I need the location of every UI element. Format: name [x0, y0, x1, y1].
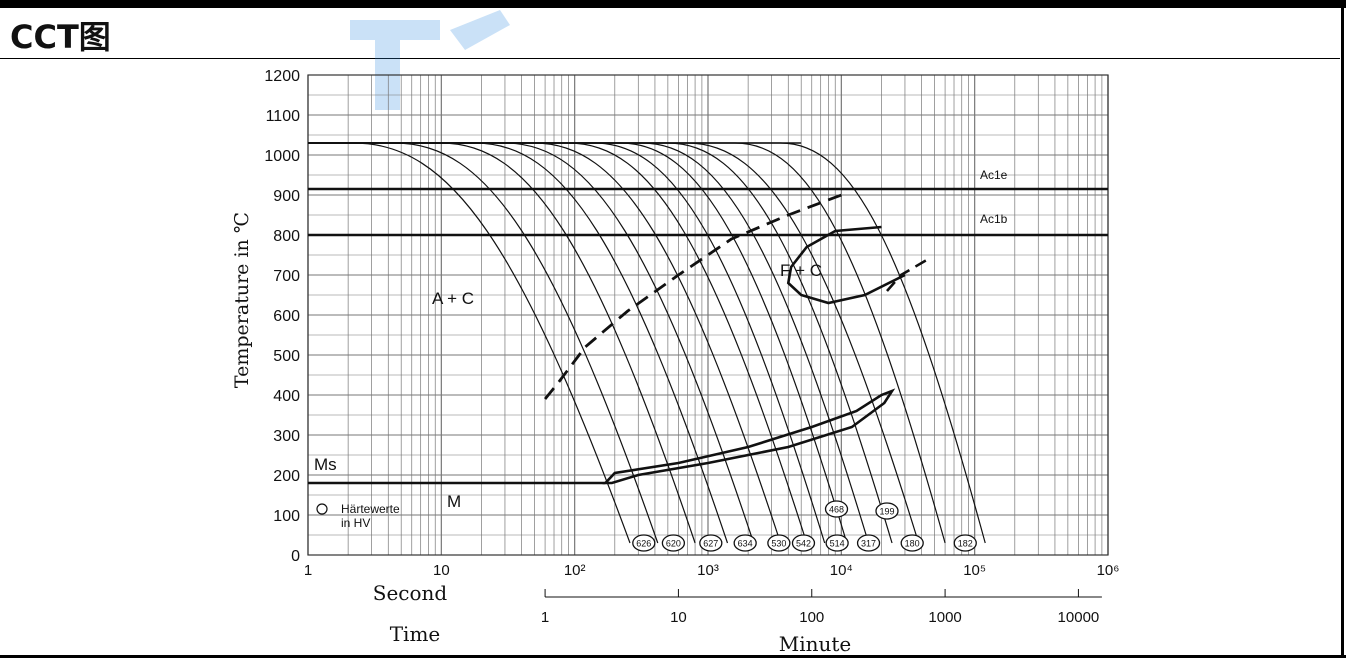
x-axis-label-second: Second	[373, 581, 448, 605]
plot-frame	[307, 74, 1109, 556]
y-tick-label: 100	[273, 508, 300, 525]
hardness-value-label: 627	[703, 539, 718, 549]
ac1b-label: Ac1b	[980, 212, 1008, 226]
x-tick-label-second: 1	[304, 562, 312, 579]
cooling-curve	[308, 142, 946, 544]
region-label-ac: A + C	[432, 289, 474, 308]
ms-label: Ms	[314, 455, 337, 474]
region-label-m: M	[447, 492, 461, 511]
cooling-curves	[308, 142, 986, 544]
right-border	[1341, 0, 1344, 658]
hardness-marker	[856, 534, 881, 552]
bainite-start-curve	[543, 193, 842, 400]
hardness-marker	[900, 534, 924, 552]
y-tick-label: 400	[273, 388, 300, 405]
x-tick-label-second: 10³	[697, 562, 719, 579]
y-tick-label: 1200	[264, 68, 300, 85]
x-tick-label-minute: 100	[799, 609, 824, 626]
cooling-curve	[308, 142, 986, 544]
cooling-curve	[308, 142, 782, 544]
hardness-marker	[767, 534, 791, 552]
cooling-curve	[308, 142, 696, 544]
top-border	[0, 0, 1346, 8]
y-tick-label: 800	[273, 228, 300, 245]
x-axis-label-minute: Minute	[779, 632, 852, 656]
cooling-curve	[308, 142, 659, 544]
ferrite-end-curve	[886, 257, 930, 292]
hardness-marker	[875, 502, 899, 520]
x-tick-label-minute: 1	[541, 609, 549, 626]
transformation-curves	[543, 193, 930, 485]
x-tick-label-minute: 1000	[928, 609, 961, 626]
y-tick-label: 700	[273, 268, 300, 285]
cooling-curve	[308, 142, 826, 544]
hardness-value-label: 542	[796, 539, 811, 549]
hardness-value-label: 514	[830, 539, 845, 549]
header-bar: CCT图	[0, 8, 1340, 59]
hardness-value-label: 317	[861, 539, 876, 549]
hardness-marker	[661, 534, 686, 552]
watermark-logo-icon	[350, 10, 510, 110]
hardness-value-label: 626	[636, 539, 651, 549]
cooling-curve	[308, 142, 808, 544]
hardness-value-label: 530	[771, 539, 786, 549]
hardness-value-label: 180	[905, 539, 920, 549]
chart-axes: 0100200300400500600700800900100011001200…	[264, 68, 1119, 626]
page-title: CCT图	[10, 18, 111, 56]
hardness-value-label: 634	[738, 539, 753, 549]
y-tick-label: 200	[273, 468, 300, 485]
legend-text-hardness: Härtewerte	[341, 502, 400, 516]
cooling-curve	[308, 142, 848, 544]
hardness-value-label: 468	[829, 505, 844, 515]
bainite-region-curve	[602, 388, 896, 485]
hardness-value-label: 620	[666, 539, 681, 549]
bottom-border	[0, 655, 1346, 658]
x-tick-label-minute: 10000	[1058, 609, 1100, 626]
hardness-marker	[699, 534, 723, 552]
cooling-curve	[308, 142, 755, 544]
x-tick-label-second: 10	[433, 562, 450, 579]
y-tick-label: 1100	[266, 108, 301, 125]
cooling-curve	[308, 142, 729, 544]
hardness-marker	[953, 534, 977, 552]
y-tick-label: 300	[273, 428, 300, 445]
hardness-value-label: 182	[958, 539, 973, 549]
ferrite-start-curve	[786, 225, 906, 305]
hardness-marker	[791, 534, 816, 552]
x-tick-label-second: 10⁶	[1097, 562, 1120, 579]
hardness-marker	[632, 534, 656, 552]
y-tick-label: 600	[273, 308, 300, 325]
x-axis-label-time: Time	[390, 622, 441, 646]
hardness-marker	[825, 534, 849, 552]
legend-text-hv: in HV	[341, 516, 370, 530]
y-axis-label: Temperature in ℃	[231, 212, 253, 388]
hardness-marker	[733, 534, 757, 552]
x-tick-label-second: 10⁴	[830, 562, 853, 579]
hardness-marker	[824, 500, 849, 518]
hardness-markers: 626 620 627 634 530 542 514 317 180 182 468 199	[632, 500, 977, 552]
y-tick-label: 500	[273, 348, 300, 365]
x-tick-label-second: 10⁵	[963, 562, 986, 579]
legend-circle-icon	[316, 503, 328, 515]
y-tick-label: 1000	[264, 148, 300, 165]
y-tick-label: 0	[291, 548, 300, 565]
cooling-curve	[308, 142, 631, 544]
region-label-fc: F + C	[780, 261, 822, 280]
cooling-curve	[308, 142, 920, 544]
hardness-value-label: 199	[879, 507, 894, 517]
ac1e-label: Ac1e	[980, 168, 1008, 182]
x-tick-label-second: 10²	[564, 562, 586, 579]
x-tick-label-minute: 10	[670, 609, 687, 626]
cooling-curve	[308, 142, 870, 544]
y-tick-label: 900	[273, 188, 300, 205]
